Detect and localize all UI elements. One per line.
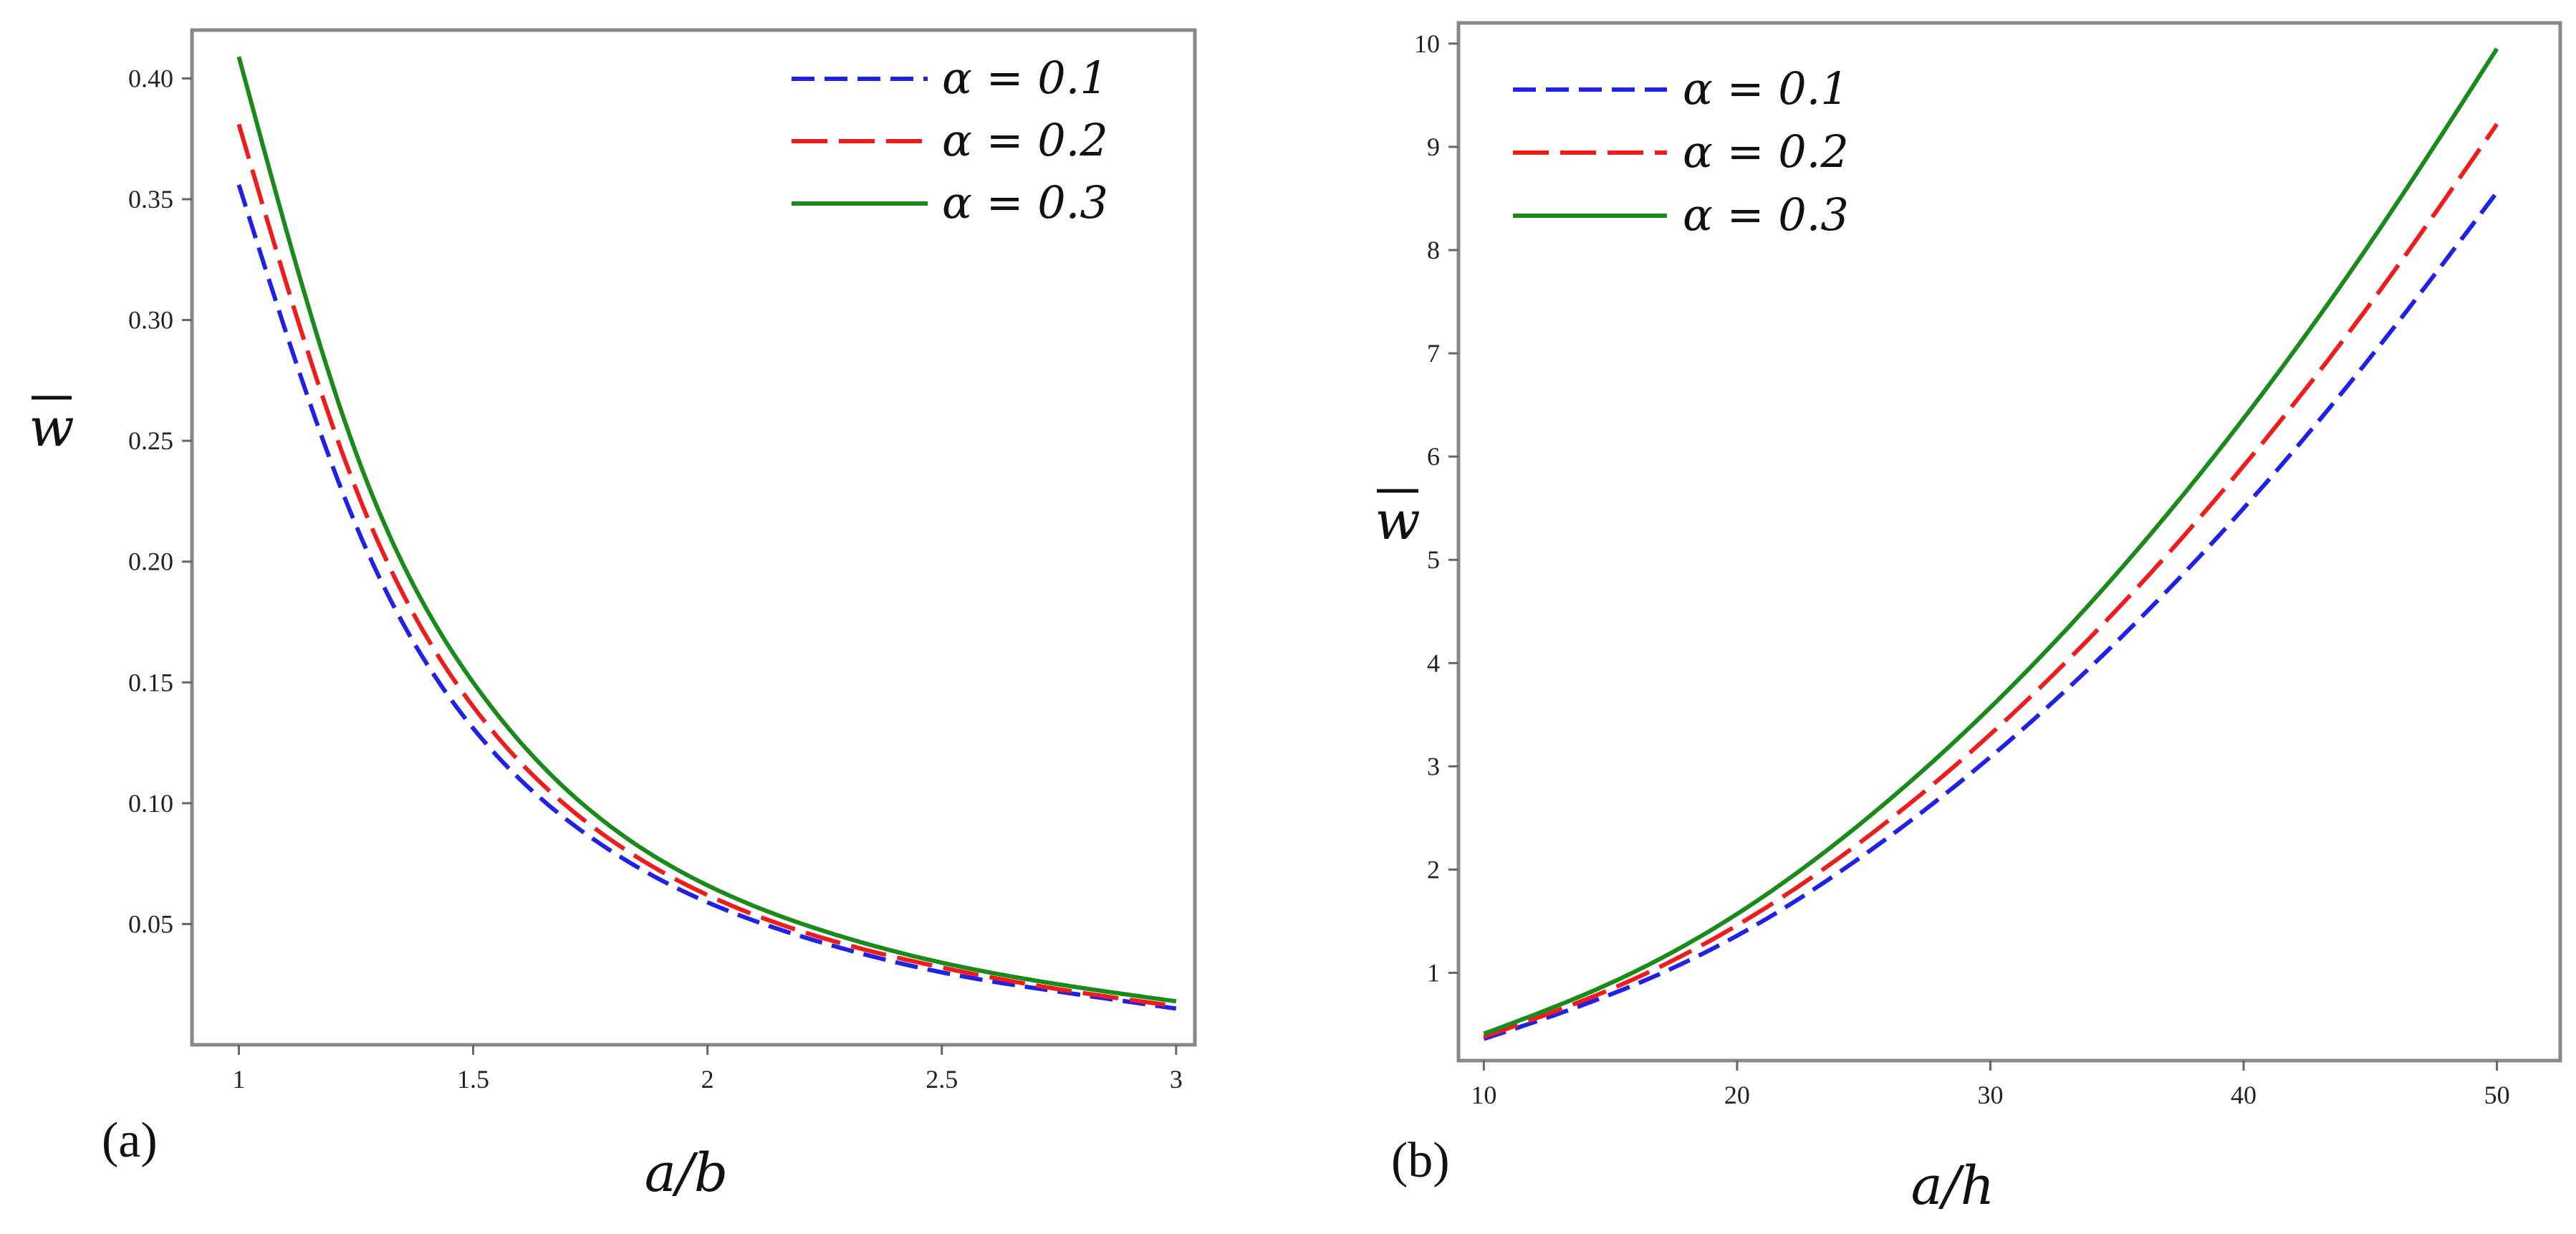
- y-tick-label: 0.30: [128, 306, 173, 335]
- x-tick-label: 20: [1724, 1081, 1750, 1109]
- panel-label: (b): [1391, 1133, 1450, 1188]
- x-tick-label: 2: [701, 1065, 714, 1094]
- y-tick-label: 0.20: [128, 547, 173, 576]
- legend: α = 0.1 α = 0.2 α = 0.3: [1513, 62, 1849, 241]
- x-tick-label: 40: [2231, 1081, 2257, 1109]
- y-tick-label: 9: [1427, 133, 1440, 161]
- panel-a: 1 1.5 2 2.5 3 0.05 0.10 0.15 0.20 0.25 0.30 0.35 0.4…: [29, 28, 1197, 1204]
- y-tick-label: 0.25: [128, 426, 173, 455]
- y-tick-label: 0.05: [128, 909, 173, 938]
- svg-text:w: w: [1375, 490, 1420, 552]
- x-tick-label: 30: [1977, 1081, 2003, 1109]
- y-axis-label: w: [1375, 489, 1421, 552]
- legend-label: α = 0.2: [942, 114, 1108, 166]
- legend-label: α = 0.2: [1683, 125, 1849, 178]
- legend-label: α = 0.1: [942, 52, 1108, 104]
- x-tick-label: 1: [232, 1065, 245, 1094]
- y-tick-label: 3: [1427, 752, 1440, 780]
- legend: α = 0.1 α = 0.2 α = 0.3: [792, 52, 1108, 229]
- y-tick-label: 2: [1427, 855, 1440, 884]
- legend-label: α = 0.3: [942, 176, 1108, 229]
- x-tick-label: 1.5: [457, 1065, 489, 1094]
- y-tick-label: 10: [1414, 29, 1440, 58]
- x-tick-label: 10: [1471, 1081, 1496, 1109]
- x-tick-label: 3: [1170, 1065, 1183, 1094]
- series-line-2: [236, 123, 1177, 1009]
- series-line-2: [1483, 123, 2499, 1039]
- y-tick-label: 7: [1427, 339, 1440, 368]
- y-tick-label: 0.15: [128, 668, 173, 697]
- y-tick-label: 5: [1427, 545, 1440, 574]
- y-tick-label: 8: [1427, 236, 1440, 264]
- x-axis-label: a/h: [1911, 1155, 1995, 1217]
- y-tick-label: 0.10: [128, 789, 173, 818]
- y-tick-label: 4: [1427, 649, 1440, 677]
- x-axis-label: a/b: [645, 1142, 728, 1204]
- svg-text:w: w: [29, 397, 74, 459]
- panel-label: (a): [102, 1113, 158, 1168]
- y-tick-label: 1: [1427, 959, 1440, 987]
- x-tick-label: 2.5: [926, 1065, 958, 1094]
- y-tick-label: 0.35: [128, 185, 173, 214]
- series-line-3: [236, 56, 1177, 1004]
- series-line-3: [1483, 47, 2499, 1036]
- x-tick-label: 50: [2484, 1081, 2510, 1109]
- series-line-1: [1483, 191, 2499, 1041]
- legend-label: α = 0.3: [1683, 188, 1849, 241]
- legend-label: α = 0.1: [1683, 62, 1849, 115]
- y-axis-label: w: [29, 396, 75, 459]
- y-tick-label: 6: [1427, 442, 1440, 471]
- series-line-1: [236, 183, 1177, 1011]
- y-tick-label: 0.40: [128, 64, 173, 92]
- plot-frame: [1456, 21, 2562, 1063]
- plot-frame: [190, 28, 1197, 1047]
